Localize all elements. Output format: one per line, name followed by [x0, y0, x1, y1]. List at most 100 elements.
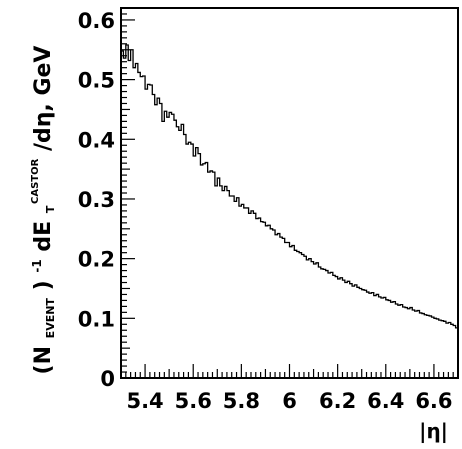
histogram-bin: [335, 276, 337, 278]
histogram-bin: [258, 217, 260, 219]
histogram-bin: [441, 320, 443, 322]
y-axis-title-prefix-sub: EVENT: [44, 298, 57, 339]
histogram-bin: [261, 221, 263, 223]
histogram-bin: [222, 190, 224, 192]
x-tick-label: 5.8: [223, 389, 260, 413]
histogram-bin: [407, 308, 409, 310]
histogram-bin: [290, 246, 292, 248]
histogram-bin: [350, 283, 352, 285]
histogram-bin: [133, 67, 135, 69]
histogram-bin: [220, 185, 222, 187]
histogram-bin: [270, 228, 272, 230]
histogram-bin: [354, 284, 356, 286]
histogram-bin: [273, 229, 275, 231]
histogram-bin: [309, 258, 311, 260]
histogram-bin: [164, 110, 166, 112]
x-axis-ticks: 5.4 5.6 5.8 6 6.2 6.4 6.6: [120, 364, 459, 413]
histogram-bin: [131, 49, 133, 51]
histogram-bin: [383, 296, 385, 298]
histogram-bin: [326, 270, 328, 272]
y-axis-title-mid-sup: CASTOR: [30, 158, 41, 204]
histogram-bin: [424, 314, 426, 316]
y-tick-label: 0.4: [78, 128, 115, 152]
histogram-bin: [294, 249, 296, 251]
x-tick-label: 5.4: [126, 389, 163, 413]
histogram-bin: [210, 170, 212, 172]
x-tick-label: 6.4: [367, 389, 404, 413]
x-tick-label: 6: [282, 389, 297, 413]
histogram-bin: [352, 285, 354, 287]
histogram-bin: [244, 207, 246, 209]
histogram-bin: [239, 205, 241, 207]
histogram-bin: [395, 303, 397, 305]
histogram-bin: [410, 307, 412, 309]
y-tick-label: 0: [100, 367, 115, 391]
histogram-bin: [345, 282, 347, 284]
histogram-bin: [229, 195, 231, 197]
histogram-bin: [277, 233, 279, 235]
histogram-bin: [451, 323, 453, 325]
histogram-bin: [174, 119, 176, 121]
histogram-bin: [186, 143, 188, 145]
histogram-bin: [256, 218, 258, 220]
histogram-bin: [429, 315, 431, 317]
histogram-bin: [217, 177, 219, 179]
histogram-bin: [434, 317, 436, 319]
histogram-bin: [285, 242, 287, 244]
x-axis-title: |η|: [419, 419, 448, 443]
histogram-bin: [364, 289, 366, 291]
x-tick-label: 6.6: [415, 389, 452, 413]
y-axis-title-mid: dE: [31, 221, 56, 252]
histogram-bin: [172, 113, 174, 115]
histogram-bin: [181, 123, 183, 125]
y-axis-title-prefix-end: ): [31, 280, 56, 290]
histogram-bin: [179, 129, 181, 131]
histogram-bin: [203, 163, 205, 165]
histogram-bin: [184, 134, 186, 136]
histogram-bin: [379, 296, 381, 298]
histogram-bin: [357, 286, 359, 288]
x-tick-label: 5.6: [175, 389, 212, 413]
histogram-bin: [419, 312, 421, 314]
histogram-bin: [145, 88, 147, 90]
histogram-line: [121, 44, 458, 329]
histogram-bin: [191, 143, 193, 145]
histogram-bin: [128, 60, 130, 62]
histogram-bin: [304, 255, 306, 257]
histogram-bin: [398, 304, 400, 306]
histogram-bin: [208, 171, 210, 173]
histogram-bin: [439, 319, 441, 321]
histogram-bin: [306, 259, 308, 261]
histogram-bin: [359, 287, 361, 289]
y-axis-title-exp: -1: [30, 259, 44, 272]
histogram-bin: [347, 280, 349, 282]
histogram-bin: [123, 57, 125, 59]
histogram-bin: [176, 126, 178, 128]
histogram-bin: [135, 63, 137, 65]
y-tick-label: 0.2: [78, 248, 115, 272]
histogram-bin: [453, 324, 455, 326]
histogram-bin: [374, 295, 376, 297]
histogram-bin: [403, 306, 405, 308]
histogram-bin: [333, 274, 335, 276]
histogram-bin: [381, 297, 383, 299]
histogram-bin: [323, 268, 325, 270]
histogram-bin: [193, 155, 195, 157]
histogram-bin: [167, 116, 169, 118]
histogram-bin: [311, 261, 313, 263]
histogram-bin: [432, 316, 434, 318]
histogram-bin: [232, 195, 234, 197]
histogram-bin: [157, 97, 159, 99]
histogram-bin: [415, 310, 417, 312]
histogram-bin: [446, 322, 448, 324]
y-tick-label: 0.3: [78, 188, 115, 212]
histogram-bin: [246, 207, 248, 209]
histogram-bin: [275, 234, 277, 236]
histogram-bin: [215, 185, 217, 187]
histogram-bin: [405, 307, 407, 309]
histogram-bin: [386, 299, 388, 301]
histogram-bin: [362, 289, 364, 291]
histogram-bin: [292, 245, 294, 247]
histogram-bin: [196, 147, 198, 149]
